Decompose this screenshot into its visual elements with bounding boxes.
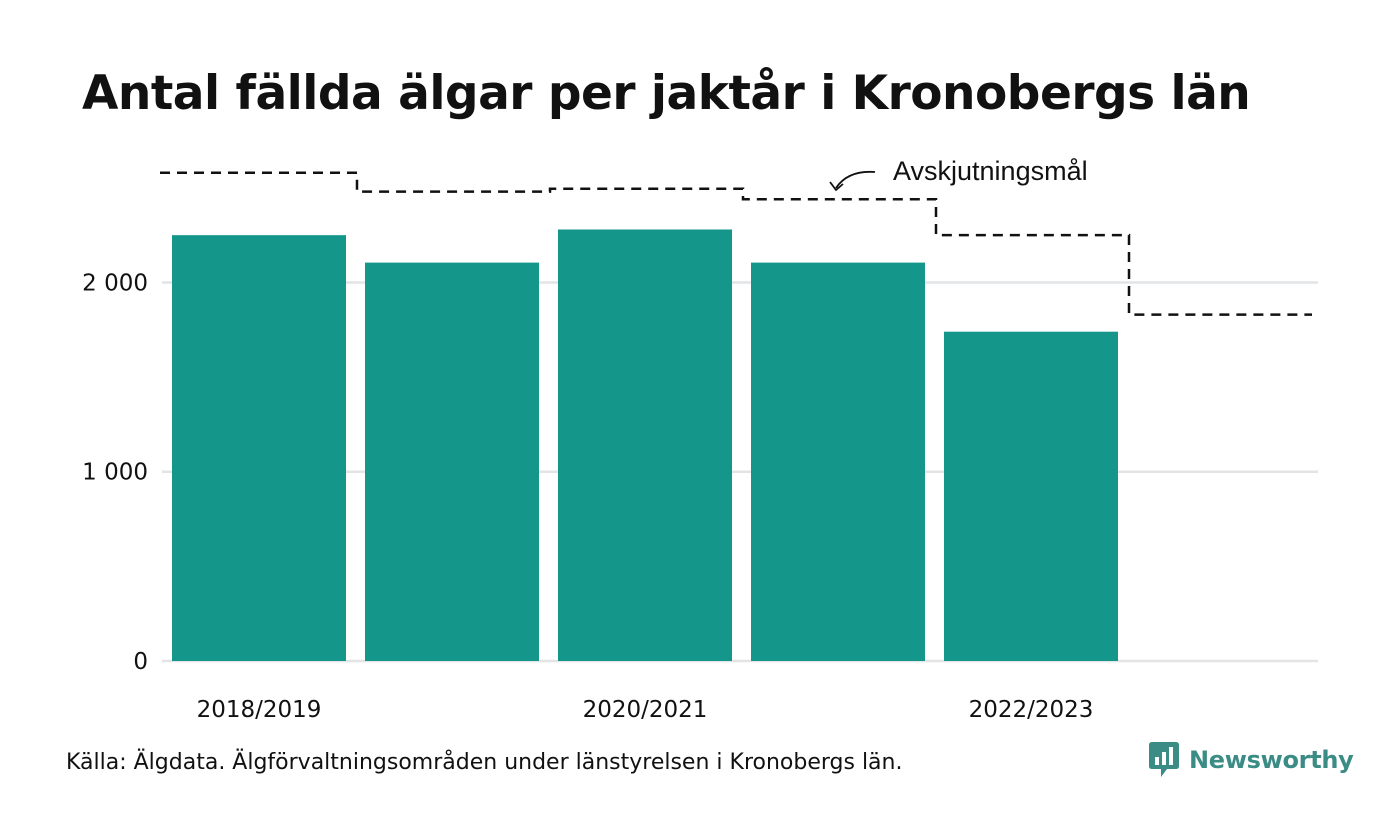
bar-2018-2019 xyxy=(172,235,346,661)
bar-2021-2022 xyxy=(751,262,925,661)
newsworthy-logo-icon xyxy=(1149,742,1179,777)
y-axis-ticks: 0 1 000 2 000 xyxy=(82,270,148,675)
bars xyxy=(172,229,1118,661)
bar-2019-2020 xyxy=(365,262,539,661)
x-axis-ticks: 2018/2019 2020/2021 2022/2023 xyxy=(197,697,1094,723)
annotation-arrow xyxy=(835,170,876,189)
brand-name: Newsworthy xyxy=(1189,746,1354,774)
x-tick-label: 2022/2023 xyxy=(969,697,1094,723)
y-tick-label: 1 000 xyxy=(82,460,148,486)
annotation-arrowhead xyxy=(829,181,844,192)
x-tick-label: 2018/2019 xyxy=(197,697,322,723)
target-line xyxy=(160,171,1312,316)
brand-logo: Newsworthy xyxy=(1149,742,1354,778)
y-tick-label: 0 xyxy=(133,649,148,675)
target-line-label: Avskjutningsmål xyxy=(893,156,1088,186)
target-line-group: Avskjutningsmål xyxy=(160,156,1312,316)
chart-title: Antal fällda älgar per jaktår i Kronober… xyxy=(82,66,1251,121)
bar-2020-2021 xyxy=(558,229,732,661)
y-tick-label: 2 000 xyxy=(82,270,148,296)
x-tick-label: 2020/2021 xyxy=(583,697,708,723)
grid-lines xyxy=(162,281,1318,663)
source-note: Källa: Älgdata. Älgförvaltningsområden u… xyxy=(66,750,903,775)
bar-2022-2023 xyxy=(944,331,1118,661)
